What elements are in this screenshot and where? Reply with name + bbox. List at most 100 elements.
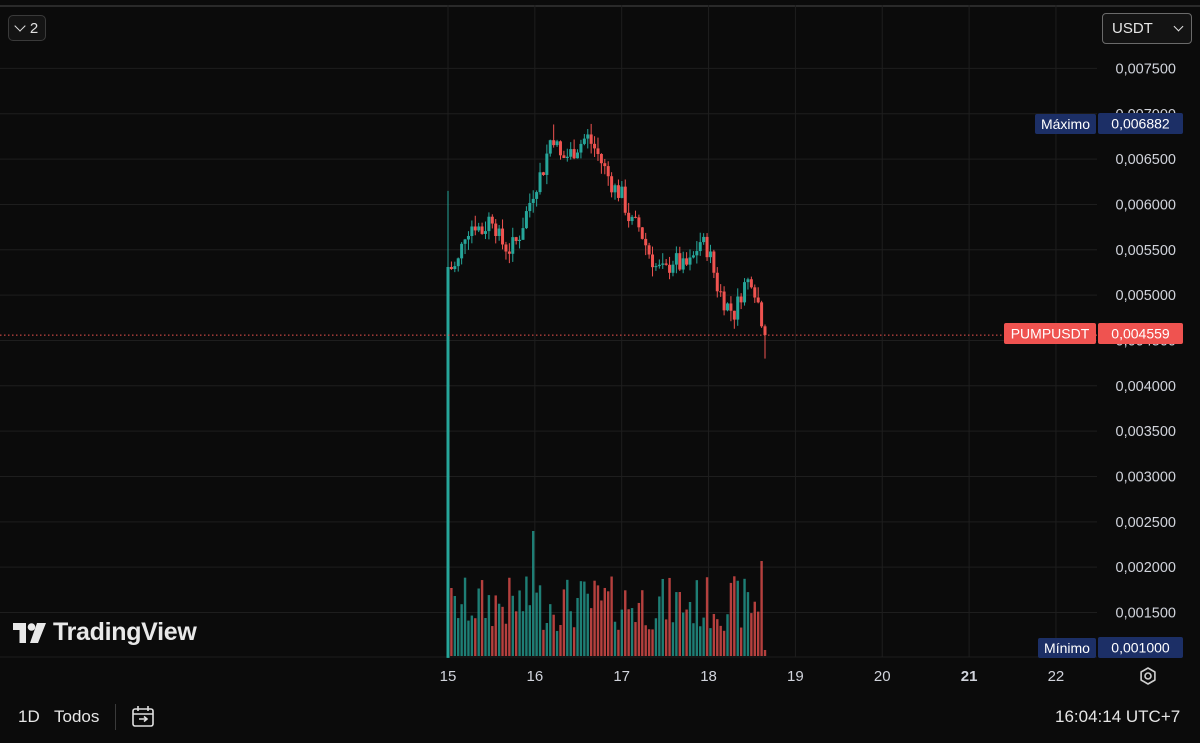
- volume-bar: [484, 618, 487, 656]
- volume-bar: [671, 622, 675, 656]
- volume-bar: [457, 618, 460, 656]
- candle-body: [552, 140, 556, 146]
- layout-count: 2: [29, 19, 39, 37]
- high-value-bg: [1098, 113, 1183, 134]
- x-tick-label: 22: [1048, 668, 1065, 685]
- candle-body: [715, 272, 719, 292]
- volume-bar: [579, 581, 583, 656]
- volume-bar: [746, 592, 750, 656]
- candle-body: [582, 138, 586, 144]
- volume-bar: [487, 595, 491, 656]
- volume-bar: [470, 615, 474, 656]
- volume-bar: [559, 625, 562, 656]
- candle-body: [524, 211, 528, 229]
- candle-body: [460, 243, 464, 259]
- candle-body: [613, 185, 617, 193]
- volume-bar: [497, 603, 501, 656]
- currency-select[interactable]: USDT: [1102, 13, 1192, 44]
- volume-bar: [688, 602, 692, 656]
- y-tick-label: 0,002000: [1116, 560, 1176, 576]
- last-value: 0,004559: [1111, 326, 1170, 342]
- candle-body: [576, 152, 580, 159]
- candle-body: [610, 176, 614, 193]
- layout-toggle-button[interactable]: 2: [8, 15, 46, 41]
- candle-body: [603, 163, 607, 167]
- candle-body: [518, 239, 522, 241]
- volume-bar: [545, 622, 549, 656]
- candle-body: [569, 149, 573, 157]
- toolbar-divider: [115, 704, 116, 730]
- candle-body: [494, 223, 498, 236]
- volume-bar: [521, 611, 525, 656]
- candle-body: [647, 245, 651, 255]
- candle-body: [449, 267, 453, 270]
- clock-timezone[interactable]: 16:04:14 UTC+7: [1055, 707, 1181, 726]
- volume-bar: [613, 621, 617, 656]
- volume-bar: [630, 608, 634, 656]
- candle-body: [521, 228, 525, 240]
- candle-body: [507, 251, 511, 254]
- volume-bar: [538, 585, 542, 656]
- volume-bar: [739, 627, 743, 656]
- volume-bar: [712, 614, 716, 656]
- gear-icon[interactable]: [1138, 666, 1158, 686]
- candle-body: [456, 258, 460, 267]
- volume-bar: [617, 629, 620, 656]
- candle-body: [511, 237, 515, 254]
- volume-bar: [753, 601, 756, 656]
- volume-bar: [586, 593, 589, 656]
- candle-body: [702, 236, 706, 243]
- candle-body: [514, 237, 518, 241]
- candle-body: [548, 140, 552, 154]
- chevron-down-icon: [1173, 21, 1184, 32]
- x-tick-label: 18: [700, 668, 717, 685]
- last-label: PUMPUSDT: [1011, 326, 1090, 342]
- volume-bar: [562, 589, 566, 656]
- volume-bar: [566, 579, 569, 656]
- watermark-text: TradingView: [53, 618, 197, 646]
- candle-body: [616, 185, 620, 198]
- candle-body: [606, 166, 610, 177]
- candle-body: [466, 235, 470, 240]
- high-label: Máximo: [1041, 116, 1090, 132]
- candle-body: [501, 228, 505, 245]
- interval-button[interactable]: 1D: [18, 707, 40, 726]
- y-tick-label: 0,003500: [1116, 424, 1176, 440]
- candle-body: [681, 258, 685, 270]
- candle-body: [664, 263, 668, 265]
- volume-bar: [729, 582, 733, 656]
- volume-bar: [620, 609, 624, 656]
- candle-body: [623, 186, 627, 213]
- candle-body: [695, 251, 699, 256]
- volume-bar: [532, 531, 535, 656]
- candle-body: [691, 255, 695, 258]
- date-range-icon[interactable]: [130, 704, 156, 730]
- volume-bar: [596, 585, 600, 656]
- candle-body: [490, 216, 494, 224]
- volume-bar: [668, 577, 671, 656]
- candle-body: [685, 258, 689, 265]
- candle-body: [453, 266, 457, 270]
- volume-bar: [610, 576, 613, 656]
- range-button[interactable]: Todos: [54, 707, 100, 726]
- candle-body: [640, 227, 644, 239]
- candle-body: [678, 253, 682, 270]
- candle-body: [743, 282, 747, 303]
- candle-body: [753, 287, 757, 298]
- candle-body: [736, 296, 740, 320]
- volume-bar: [467, 620, 470, 656]
- candle-body: [763, 326, 767, 336]
- volume-bar: [641, 590, 644, 656]
- volume-bar: [480, 580, 484, 656]
- volume-bar: [705, 577, 709, 656]
- volume-bar: [756, 611, 760, 656]
- candle-body: [674, 253, 678, 265]
- candle-body: [531, 198, 535, 203]
- volume-bar: [528, 605, 532, 656]
- volume-bar: [675, 592, 678, 656]
- candle-body: [473, 226, 477, 231]
- volume-bar: [685, 609, 688, 656]
- x-tick-label: 17: [613, 668, 630, 685]
- tradingview-logo: TradingView: [13, 618, 197, 647]
